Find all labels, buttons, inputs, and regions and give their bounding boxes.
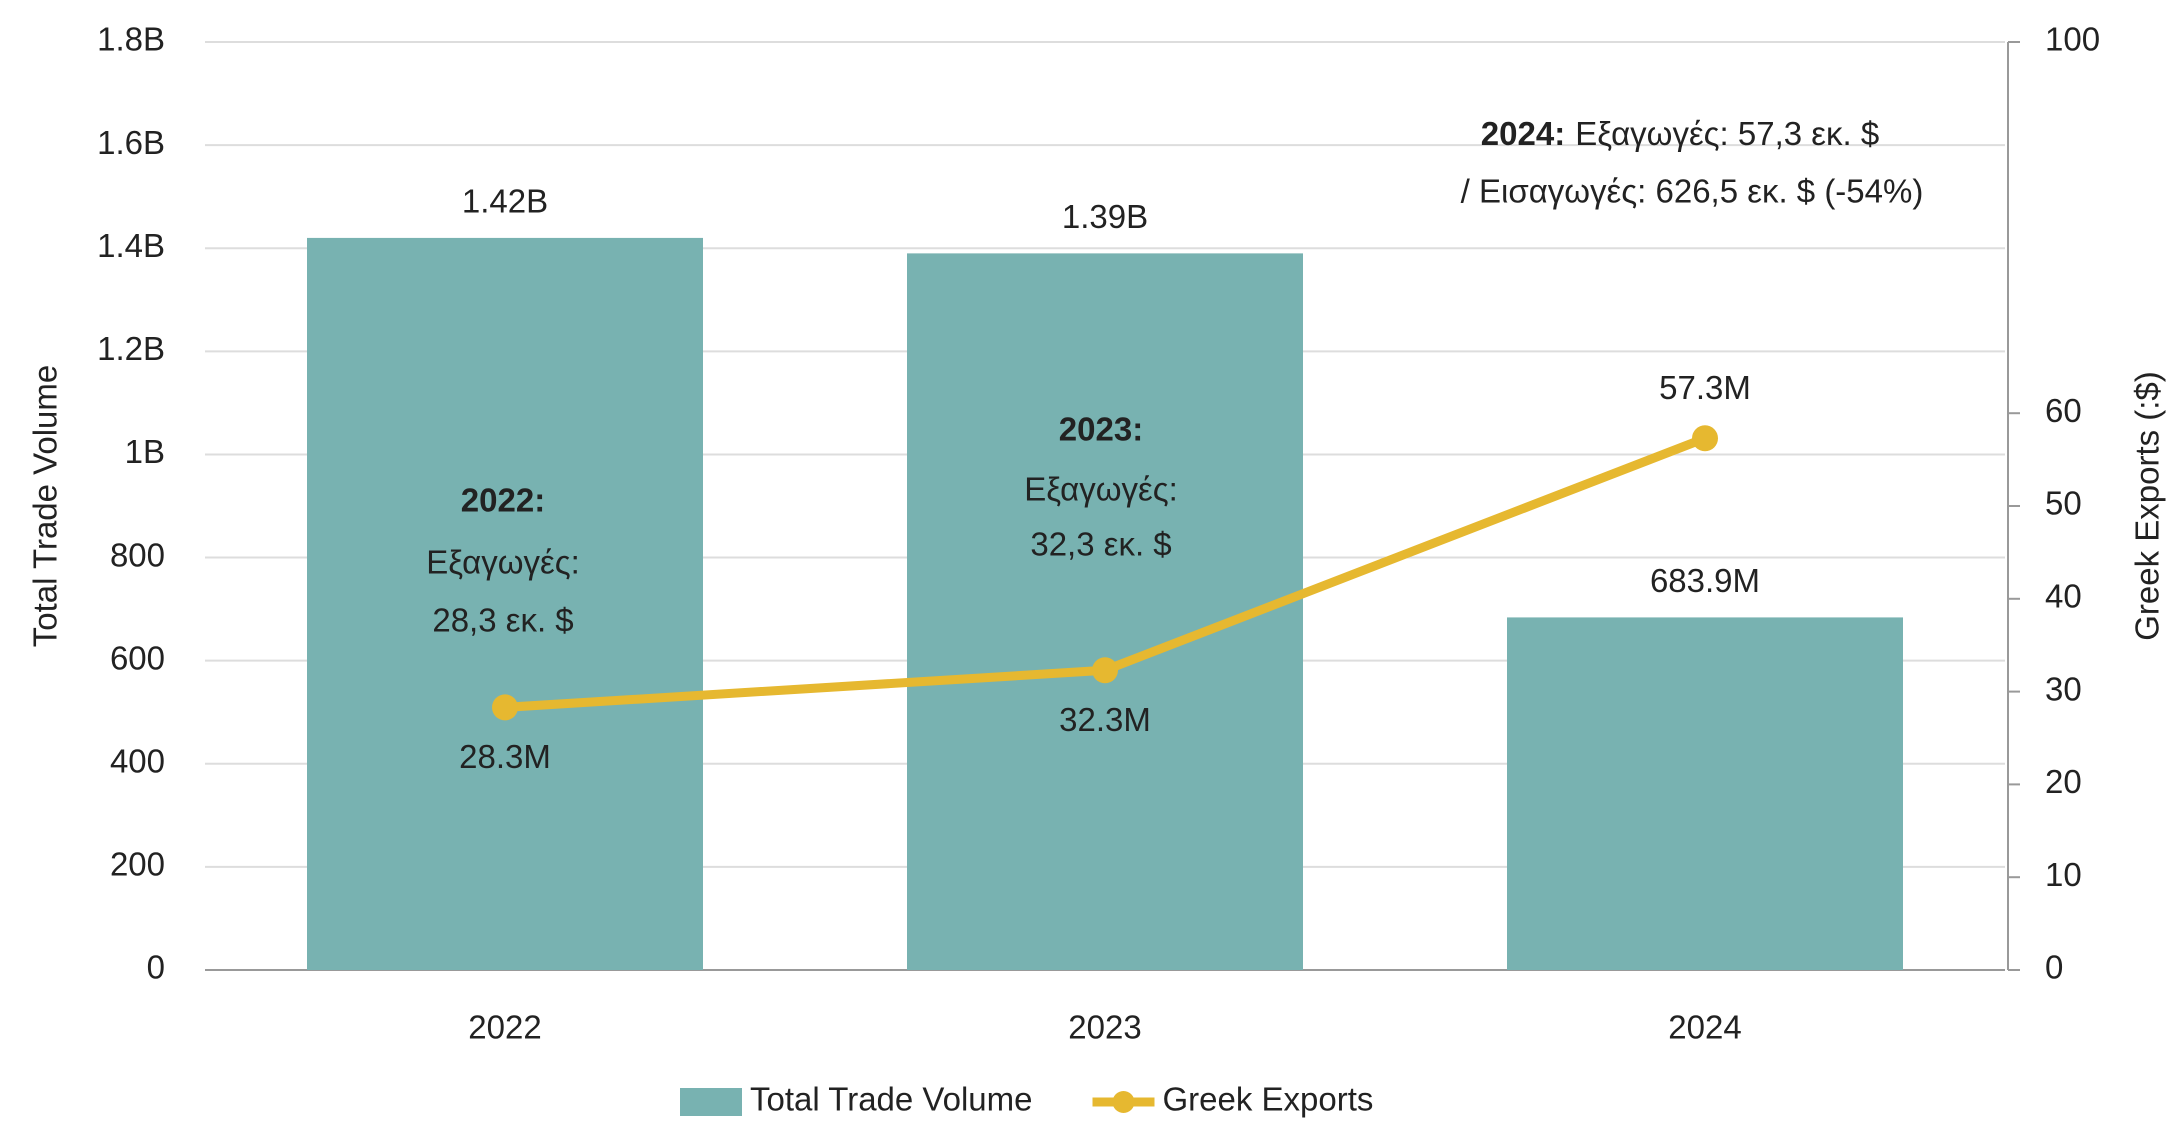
annotation: 2024: Εξαγωγές: 57,3 εκ. $ — [1481, 115, 1879, 152]
y-tick-label: 0 — [147, 949, 165, 986]
bar — [1507, 617, 1903, 970]
bar-value-label: 1.39B — [1062, 198, 1148, 235]
legend: Total Trade Volume Greek Exports — [680, 1081, 1373, 1118]
line-point — [1692, 425, 1718, 452]
annotation-text: 32,3 εκ. $ — [1030, 526, 1171, 563]
y2-tick-label: 50 — [2045, 485, 2082, 522]
y-tick-label: 400 — [110, 742, 165, 779]
line-value-label: 57.3M — [1659, 369, 1751, 406]
annotation-text: 28,3 εκ. $ — [432, 602, 573, 639]
annotation-label: 2022: — [461, 482, 545, 519]
legend-item: Total Trade Volume — [680, 1081, 1033, 1118]
y2-tick-label: 60 — [2045, 392, 2082, 429]
line-point — [492, 694, 518, 721]
y-tick-label: 1B — [125, 433, 165, 470]
y-tick-label: 1.8B — [97, 21, 165, 58]
y-axis-title: Total Trade Volume — [27, 365, 64, 648]
legend-swatch — [680, 1088, 742, 1116]
y2-tick-label: 10 — [2045, 856, 2082, 893]
y2-tick-label: 0 — [2045, 949, 2063, 986]
annotation-text: Εξαγωγές: 57,3 εκ. $ — [1575, 115, 1879, 152]
x-tick-label: 2023 — [1068, 1009, 1141, 1046]
annotation-label: 2024: — [1481, 115, 1565, 152]
line-point — [1092, 657, 1118, 684]
x-tick-label: 2022 — [468, 1009, 541, 1046]
y2-tick-label: 30 — [2045, 670, 2082, 707]
legend-swatch — [1112, 1091, 1135, 1113]
y-tick-label: 600 — [110, 639, 165, 676]
y-tick-label: 800 — [110, 536, 165, 573]
legend-item: Greek Exports — [1092, 1081, 1374, 1118]
y-tick-label: 200 — [110, 846, 165, 883]
annotation-text: / Εισαγωγές: 626,5 εκ. $ (-54%) — [1461, 173, 1924, 210]
line-value-label: 32.3M — [1059, 701, 1151, 738]
y2-tick-label: 100 — [2045, 21, 2100, 58]
y-tick-label: 1.2B — [97, 330, 165, 367]
line-value-label: 28.3M — [459, 738, 551, 775]
y2-tick-label: 20 — [2045, 763, 2082, 800]
bar — [307, 237, 703, 970]
y2-axis-title: Greek Exports (:$) — [2129, 371, 2166, 641]
bar-value-label: 683.9M — [1650, 562, 1760, 599]
annotation-text: Εξαγωγές: — [1024, 471, 1178, 508]
annotation-text: Εξαγωγές: — [426, 544, 580, 581]
y-tick-label: 1.4B — [97, 227, 165, 264]
legend-label: Greek Exports — [1163, 1081, 1374, 1118]
y-tick-label: 1.6B — [97, 124, 165, 161]
y2-tick-label: 40 — [2045, 578, 2082, 615]
x-tick-label: 2024 — [1668, 1009, 1741, 1046]
bar — [907, 253, 1303, 970]
bar-value-label: 1.42B — [462, 183, 548, 220]
legend-label: Total Trade Volume — [750, 1081, 1033, 1118]
annotation-label: 2023: — [1059, 411, 1143, 448]
